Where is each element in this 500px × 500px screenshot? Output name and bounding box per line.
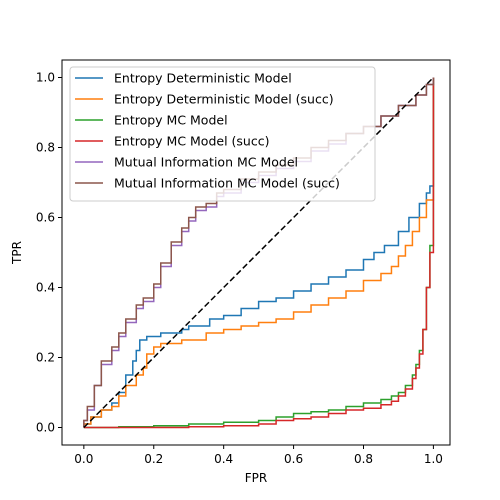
x-tick-label: 0.4 [214,452,233,466]
legend: Entropy Deterministic Model Entropy Deter… [69,66,376,202]
y-tick-label: 0.2 [36,351,55,365]
y-axis-label: TPR [10,241,24,265]
series-line-2 [83,77,435,428]
x-tick-label: 0.8 [354,452,373,466]
legend-label: Entropy Deterministic Model [114,71,292,86]
legend-label: Mutual Information MC Model [114,155,298,170]
reference-diagonal-line [83,76,434,429]
legend-box [69,66,376,202]
y-axis-ticks: 0.0 0.2 0.4 0.6 0.8 1.0 [36,71,62,435]
series-line-1 [83,77,435,428]
x-tick-label: 0.0 [74,452,93,466]
x-tick-label: 0.2 [144,452,163,466]
series-line-3 [83,77,435,429]
x-tick-label: 0.6 [284,452,303,466]
legend-label: Entropy MC Model [114,113,228,128]
x-tick-label: 1.0 [424,452,443,466]
y-tick-label: 0.0 [36,421,55,435]
x-axis-label: FPR [245,471,267,485]
axes-frame [61,59,451,446]
y-tick-label: 0.8 [36,141,55,155]
series-line-4 [83,77,435,429]
y-tick-label: 1.0 [36,71,55,85]
legend-label: Entropy MC Model (succ) [114,134,269,149]
legend-label: Entropy Deterministic Model (succ) [114,92,334,107]
legend-label: Mutual Information MC Model (succ) [114,176,340,191]
y-tick-label: 0.6 [36,211,55,225]
x-axis-ticks: 0.0 0.2 0.4 0.6 0.8 1.0 [74,445,443,466]
y-tick-label: 0.4 [36,281,55,295]
